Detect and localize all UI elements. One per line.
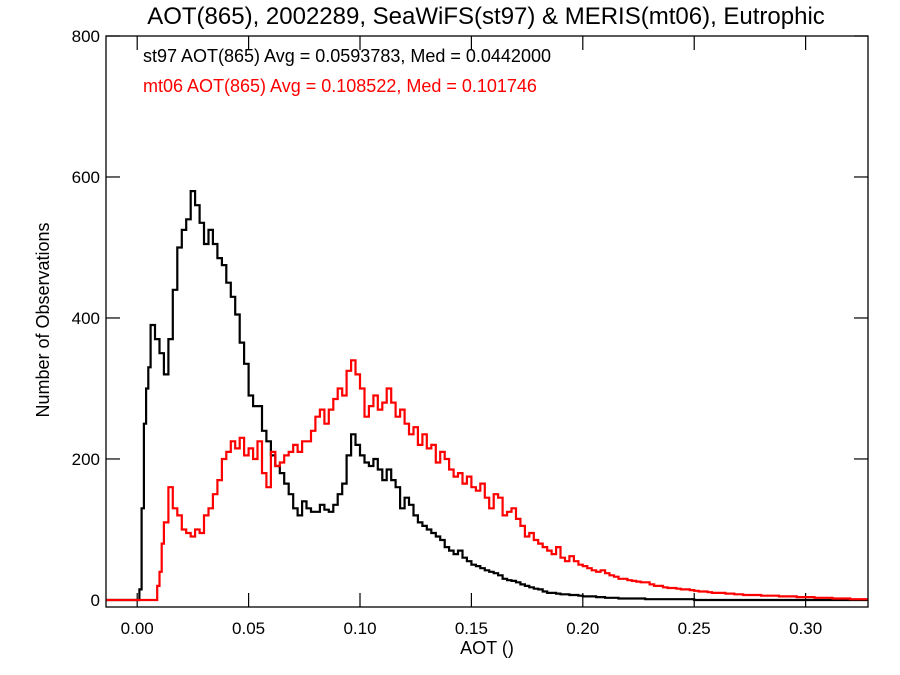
legend-entry-mt06: mt06 AOT(865) Avg = 0.108522, Med = 0.10…: [143, 76, 537, 96]
y-tick-label: 200: [72, 450, 100, 469]
x-tick-label: 0.30: [789, 619, 822, 638]
x-tick-label: 0.25: [678, 619, 711, 638]
legend: st97 AOT(865) Avg = 0.0593783, Med = 0.0…: [143, 46, 551, 96]
x-tick-label: 0.05: [232, 619, 265, 638]
y-tick-label: 0: [91, 591, 100, 610]
series-line-mt06: [106, 359, 868, 602]
x-tick-label: 0.10: [343, 619, 376, 638]
y-tick-label: 800: [72, 27, 100, 46]
axis-tick-labels: 0.00 0.05 0.10 0.15 0.20 0.25 0.30 0 200 400 600 80…: [72, 27, 823, 638]
x-tick-label: 0.15: [455, 619, 488, 638]
legend-entry-st97: st97 AOT(865) Avg = 0.0593783, Med = 0.0…: [143, 46, 551, 66]
x-tick-label: 0.20: [566, 619, 599, 638]
y-tick-label: 400: [72, 309, 100, 328]
x-axis-label: AOT (): [460, 638, 514, 658]
chart-title: AOT(865), 2002289, SeaWiFS(st97) & MERIS…: [147, 3, 825, 30]
x-tick-label: 0.00: [121, 619, 154, 638]
series-line-st97: [106, 190, 868, 602]
y-tick-label: 600: [72, 168, 100, 187]
y-axis-label: Number of Observations: [33, 222, 53, 417]
plot-frame: [105, 35, 869, 608]
axis-ticks: [106, 35, 868, 607]
series-lines: [106, 190, 868, 602]
